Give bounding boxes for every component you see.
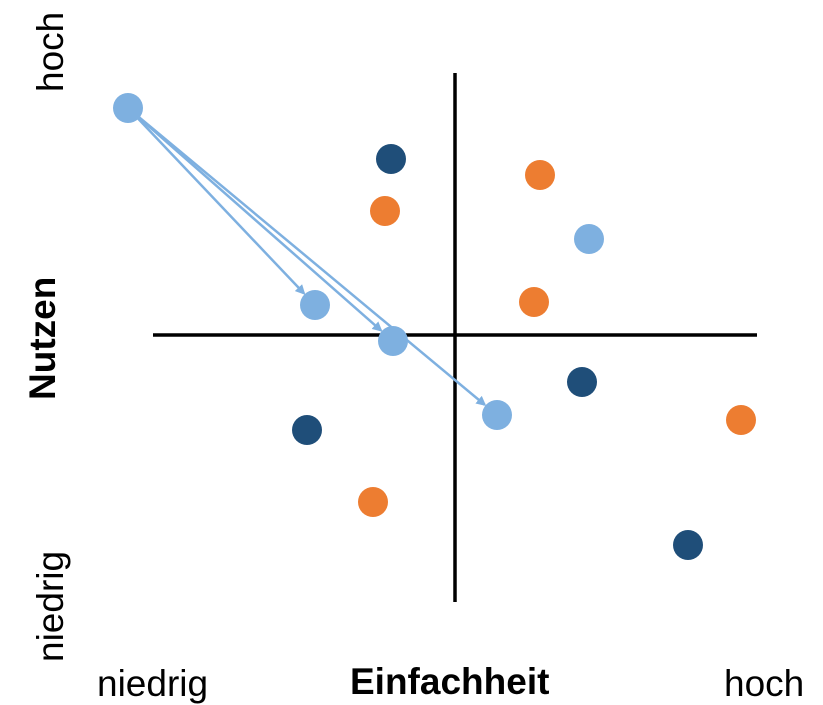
arrow-1 [136,116,306,295]
point-db-1 [376,144,406,174]
arrow-3 [137,115,487,407]
arrow-2 [136,115,383,332]
point-or-3 [519,287,549,317]
point-or-2 [370,196,400,226]
points-layer [113,93,756,560]
x-axis-title: Einfachheit [350,661,550,702]
point-lb-target-3 [482,400,512,430]
point-lb-target-2 [378,326,408,356]
point-or-1 [525,160,555,190]
point-lb-4 [574,224,604,254]
point-db-3 [292,415,322,445]
point-or-5 [358,487,388,517]
y-axis-high-label: hoch [30,11,71,92]
point-or-4 [726,405,756,435]
y-axis-low-label: niedrig [30,550,71,662]
point-db-4 [673,530,703,560]
x-axis-high-label: hoch [724,663,805,704]
y-axis-title: Nutzen [22,276,63,400]
point-lb-source [113,93,143,123]
arrows-layer [136,115,487,407]
x-axis-low-label: niedrig [97,663,209,704]
point-db-2 [567,367,597,397]
point-lb-target-1 [300,290,330,320]
